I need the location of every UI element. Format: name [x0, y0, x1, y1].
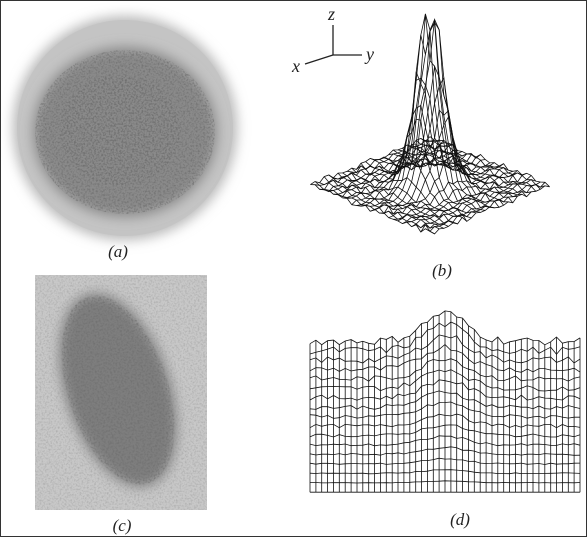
panel-c-image [35, 275, 207, 510]
figure: (a) (c) z x y (b) (d) [0, 0, 587, 537]
panel-label: (c) [113, 516, 132, 535]
panel-label: (d) [450, 510, 470, 529]
panel-a-image [13, 16, 237, 240]
panel-label: (b) [432, 261, 452, 280]
axis-label: y [364, 44, 374, 64]
axis-label: x [291, 56, 300, 76]
axis-label: z [327, 4, 335, 24]
panel-label: (a) [108, 242, 128, 261]
